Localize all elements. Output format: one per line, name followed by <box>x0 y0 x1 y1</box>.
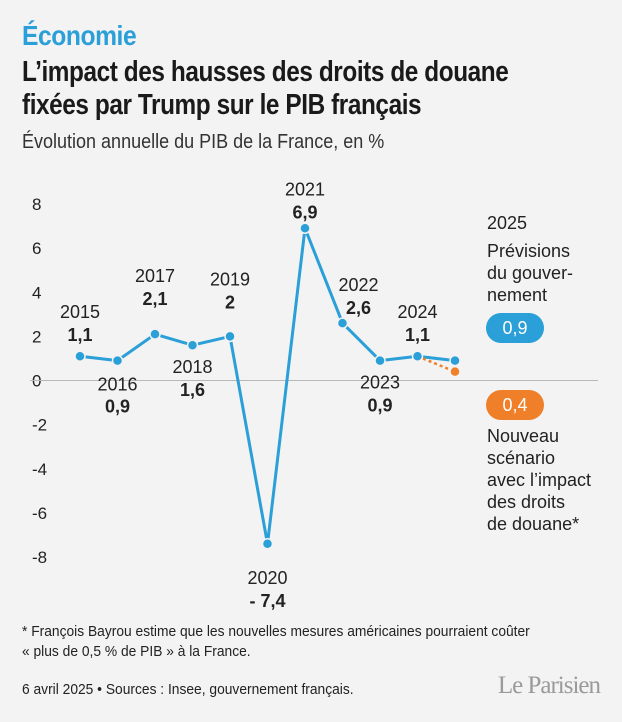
scenario-note-line-4: des droits <box>487 492 565 512</box>
value-label-2020: - 7,4 <box>249 591 285 611</box>
y-tick-label: -6 <box>32 504 47 523</box>
forecast-note-line-3: nement <box>487 285 547 305</box>
point-2015 <box>74 350 86 362</box>
value-label-2019: 2 <box>225 292 235 312</box>
point-2020 <box>261 538 274 550</box>
y-tick-label: -4 <box>32 460 47 479</box>
scenario-note-line-5: de douane* <box>487 514 579 534</box>
y-tick-label: 4 <box>32 283 41 302</box>
forecast-value: 0,9 <box>502 318 527 338</box>
scenario-dashed-line <box>417 355 456 373</box>
value-label-2022: 2,6 <box>346 298 371 318</box>
value-label-2023: 0,9 <box>367 396 392 416</box>
point-2022 <box>336 317 349 329</box>
y-tick-label: -8 <box>32 548 47 567</box>
value-label-2021: 6,9 <box>292 202 317 222</box>
forecast-note-line-1: Prévisions <box>487 241 570 261</box>
year-label-2018: 2018 <box>172 357 212 377</box>
y-tick-label: -2 <box>32 416 47 435</box>
data-points <box>74 222 461 550</box>
footnote: * François Bayrou estime que les nouvell… <box>22 622 611 662</box>
value-label-2024: 1,1 <box>405 325 430 345</box>
value-label-2016: 0,9 <box>105 397 130 417</box>
footnote-line-2: « plus de 0,5 % de PIB » à la France. <box>22 643 251 660</box>
chart-subtitle: Évolution annuelle du PIB de la France, … <box>22 131 385 153</box>
point-2018 <box>186 339 199 351</box>
scenario-note-line-2: scénario <box>487 448 555 468</box>
year-label-2024: 2024 <box>397 302 437 322</box>
scenario-value-pill <box>486 390 544 420</box>
value-label-2017: 2,1 <box>142 289 167 309</box>
forecast-note-line-2: du gouver- <box>487 263 573 283</box>
value-label-2018: 1,6 <box>180 380 205 400</box>
point-2024 <box>411 350 424 362</box>
year-label-2022: 2022 <box>338 275 378 295</box>
brand-logo: Le Parisien <box>497 672 601 699</box>
point-2016 <box>111 354 124 367</box>
scenario-note-line-3: avec l’impact <box>487 470 591 490</box>
value-label-2015: 1,1 <box>67 325 92 345</box>
point-scenario-2025 <box>449 365 461 378</box>
year-label-2021: 2021 <box>285 179 325 199</box>
year-label-2019: 2019 <box>210 269 250 289</box>
year-label-2016: 2016 <box>97 375 137 395</box>
scenario-value: 0,4 <box>502 395 527 415</box>
year-label-2017: 2017 <box>135 266 175 286</box>
page-title: L’impact des hausses des droits de douan… <box>22 56 509 121</box>
year-label-2020: 2020 <box>247 568 287 588</box>
point-2017 <box>149 328 161 340</box>
point-2025 <box>449 354 461 367</box>
source-line: 6 avril 2025 • Sources : Insee, gouverne… <box>22 681 354 698</box>
point-2021 <box>299 222 311 235</box>
forecast-value-pill <box>486 313 544 343</box>
y-tick-label: 6 <box>32 239 41 258</box>
point-2023 <box>374 354 386 367</box>
year-label-2023: 2023 <box>360 373 400 393</box>
scenario-note-line-1: Nouveau <box>487 426 559 446</box>
y-tick-label: 8 <box>32 195 41 214</box>
section-kicker: Économie <box>22 20 137 51</box>
label-year-2025: 2025 <box>487 213 527 233</box>
year-label-2015: 2015 <box>60 302 100 322</box>
point-2019 <box>224 330 236 343</box>
y-tick-label: 2 <box>32 327 41 346</box>
footnote-line-1: * François Bayrou estime que les nouvell… <box>22 623 530 640</box>
